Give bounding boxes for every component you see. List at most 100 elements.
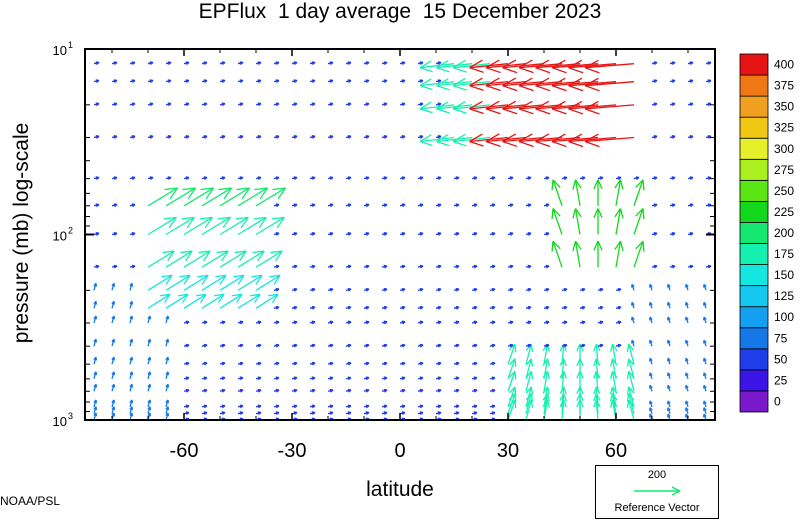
flux-arrow: [525, 343, 532, 348]
flux-arrow: [201, 79, 208, 83]
flux-arrow: [436, 60, 473, 73]
flux-arrow: [273, 287, 280, 292]
flux-arrow: [255, 343, 262, 348]
flux-arrow: [551, 208, 563, 235]
flux-arrow: [219, 411, 226, 416]
flux-arrow: [255, 102, 262, 107]
flux-arrow: [381, 361, 388, 366]
flux-arrow: [453, 287, 460, 292]
flux-arrow: [649, 407, 653, 414]
flux-arrow: [201, 250, 229, 268]
flux-arrow: [435, 343, 442, 348]
flux-arrow: [327, 176, 334, 180]
flux-arrow: [183, 102, 190, 107]
flux-arrow: [518, 133, 563, 148]
flux-arrow: [129, 264, 136, 269]
flux-arrow: [183, 274, 209, 291]
flux-arrow: [327, 264, 334, 269]
flux-arrow: [111, 282, 116, 291]
flux-arrow: [609, 386, 618, 408]
flux-arrow: [669, 102, 676, 107]
flux-arrow: [703, 301, 707, 309]
colorbar-label: 375: [774, 79, 794, 93]
flux-arrow: [669, 176, 676, 180]
flux-arrow: [615, 176, 622, 180]
flux-arrow: [543, 305, 550, 310]
flux-arrow: [327, 79, 334, 83]
flux-arrow: [291, 343, 298, 348]
flux-arrow: [147, 338, 152, 347]
flux-arrow: [201, 376, 208, 381]
flux-arrow: [667, 316, 671, 324]
flux-arrow: [255, 361, 262, 366]
flux-arrow: [703, 384, 707, 392]
flux-arrow: [543, 343, 550, 348]
flux-arrow: [572, 179, 582, 206]
flux-arrow: [237, 388, 244, 393]
flux-arrow: [561, 176, 568, 180]
flux-arrow: [273, 61, 280, 66]
flux-arrow: [435, 287, 442, 292]
flux-arrow: [593, 240, 603, 268]
flux-arrow: [597, 343, 604, 348]
flux-arrow: [291, 411, 298, 416]
flux-arrow: [309, 343, 316, 348]
colorbar-label: 150: [774, 268, 794, 282]
flux-arrow: [651, 264, 658, 269]
flux-arrow: [453, 305, 460, 310]
flux-arrow: [345, 79, 352, 83]
flux-arrow: [219, 320, 226, 325]
flux-arrow: [201, 361, 208, 366]
flux-arrow: [165, 356, 170, 365]
flux-arrow: [273, 176, 280, 180]
flux-arrow: [129, 79, 136, 83]
flux-arrow: [453, 376, 460, 381]
colorbar-label: 200: [774, 226, 794, 240]
flux-arrow: [345, 388, 352, 393]
flux-arrow: [129, 399, 134, 408]
flux-arrow: [419, 134, 455, 147]
flux-arrow: [183, 61, 190, 66]
flux-arrow: [381, 376, 388, 381]
reference-vector-value: 200: [647, 469, 667, 481]
flux-arrow: [703, 316, 707, 324]
flux-arrow: [685, 316, 689, 324]
flux-arrow: [219, 250, 247, 268]
colorbar-swatch: [739, 306, 769, 329]
flux-arrow: [419, 101, 455, 114]
flux-arrow: [535, 133, 581, 148]
credit-label: NOAA/PSL: [0, 494, 61, 508]
colorbar-swatch: [739, 285, 769, 308]
flux-arrow: [147, 356, 152, 365]
flux-arrow: [291, 264, 298, 269]
flux-arrow: [572, 240, 582, 268]
flux-arrow: [345, 232, 352, 236]
flux-arrow: [219, 376, 226, 381]
flux-arrow: [129, 338, 134, 347]
flux-arrow: [615, 287, 622, 292]
flux-arrow: [435, 232, 442, 236]
flux-arrow: [219, 102, 226, 107]
flux-arrow: [309, 404, 316, 409]
flux-arrow: [273, 404, 280, 409]
flux-arrow: [687, 264, 694, 269]
flux-arrow: [561, 320, 568, 325]
flux-arrow: [273, 135, 280, 139]
flux-arrow: [381, 305, 388, 310]
flux-arrow: [551, 59, 599, 74]
y-tick-label: 10: [53, 43, 67, 58]
flux-arrow: [381, 404, 388, 409]
flux-arrow: [669, 232, 676, 236]
flux-arrow: [471, 411, 478, 416]
flux-arrow: [93, 264, 100, 269]
flux-arrow: [93, 61, 100, 66]
flux-arrow: [568, 77, 617, 92]
flux-arrow: [273, 411, 280, 416]
flux-arrow: [363, 388, 370, 393]
flux-arrow: [327, 376, 334, 381]
flux-arrow: [93, 356, 98, 365]
flux-arrow: [568, 100, 617, 115]
flux-arrow: [111, 356, 116, 365]
flux-arrow: [525, 305, 532, 310]
flux-arrow: [705, 264, 712, 269]
